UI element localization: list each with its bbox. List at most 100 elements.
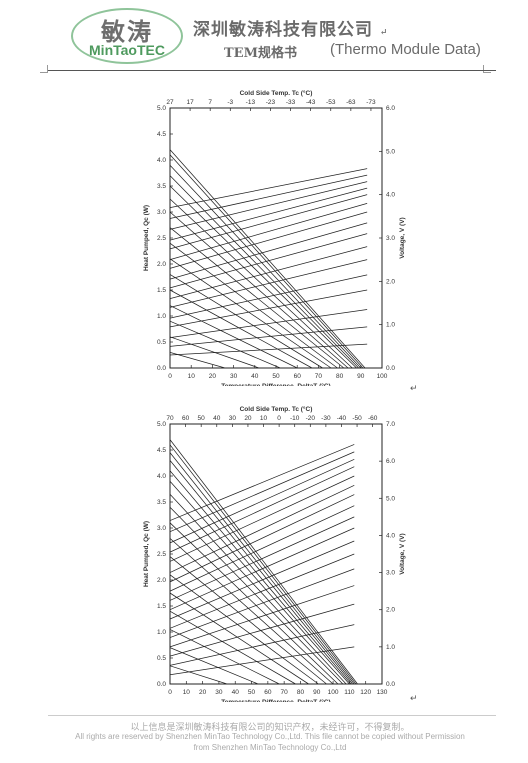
top-tick-label: 50 — [198, 415, 206, 422]
top-tick-label: -43 — [306, 99, 316, 106]
x-tick-label: 60 — [264, 689, 272, 696]
y2-tick-label: 6.0 — [386, 458, 395, 465]
x-tick-label: 90 — [357, 373, 365, 380]
x-axis-title: Temperature Difference, DeltaT (°C) — [221, 382, 330, 386]
qc-curve — [169, 506, 344, 685]
qc-curve — [169, 305, 298, 369]
y2-axis-title: Voltage, V (V) — [399, 217, 406, 258]
y-tick-label: 2.5 — [157, 235, 166, 242]
footer-copyright-cn: 以上信息是深圳敏涛科技有限公司的知识产权，未经许可，不得复制。 — [130, 722, 410, 732]
x-tick-label: 30 — [230, 373, 238, 380]
qc-curve — [169, 610, 296, 685]
top-tick-label: -33 — [286, 99, 296, 106]
x-tick-label: 80 — [336, 373, 344, 380]
qc-curve — [169, 149, 366, 369]
qc-curve — [169, 480, 350, 685]
x-tick-label: 40 — [232, 689, 240, 696]
paragraph-mark: ↵ — [410, 383, 418, 393]
qc-curve — [169, 439, 358, 685]
y2-axis-title: Voltage, V (V) — [399, 533, 406, 574]
x-tick-label: 110 — [344, 689, 355, 696]
voltage-curve — [169, 484, 355, 573]
y-tick-label: 3.5 — [157, 499, 166, 506]
top-tick-label: -23 — [266, 99, 276, 106]
y2-tick-label: 3.0 — [386, 570, 395, 577]
x-tick-label: 60 — [294, 373, 302, 380]
voltage-curve — [169, 246, 368, 300]
company-logo: 敏涛 MinTaoTEC — [71, 8, 183, 64]
performance-chart-2: 0 10 20 30 40 50 60 70 80 90 100 110 120 130 70 60 50 40 3… — [140, 402, 410, 702]
y2-tick-label: 1.0 — [386, 322, 395, 329]
voltage-curve — [169, 451, 355, 533]
top-tick-label: -50 — [352, 415, 362, 422]
voltage-curve — [169, 181, 368, 230]
company-name-text: 深圳敏涛科技有限公司 — [193, 20, 373, 40]
top-tick-label: 10 — [260, 415, 268, 422]
x-tick-label: 20 — [209, 373, 217, 380]
y2-tick-label: 6.0 — [386, 105, 395, 112]
footer-copyright-en-2: from Shenzhen MinTao Technology Co.,Ltd — [193, 743, 347, 752]
y-tick-label: 4.0 — [157, 473, 166, 480]
qc-curve — [169, 574, 319, 685]
qc-curve — [169, 242, 338, 369]
x-tick-label: 10 — [188, 373, 196, 380]
top-tick-label: 30 — [229, 415, 237, 422]
top-axis-title: Cold Side Temp. Tc (°C) — [240, 405, 313, 413]
voltage-curve — [169, 309, 368, 339]
y-tick-label: 1.0 — [157, 629, 166, 636]
top-tick-label: 20 — [244, 415, 252, 422]
x-tick-label: 80 — [297, 689, 305, 696]
document-title: TEM规格书 — [224, 46, 297, 61]
footer-copyright-en: All rights are reserved by Shenzhen MinT… — [75, 732, 465, 741]
voltage-curve — [169, 259, 368, 308]
top-tick-label: 70 — [166, 415, 174, 422]
y-tick-label: 0.5 — [157, 655, 166, 662]
y-tick-label: 4.0 — [157, 157, 166, 164]
y-tick-label: 5.0 — [157, 105, 166, 112]
voltage-curve — [169, 168, 368, 209]
x-tick-label: 10 — [183, 689, 191, 696]
logo-chinese-text: 敏涛 — [101, 17, 153, 46]
top-tick-label: -30 — [321, 415, 331, 422]
y2-tick-label: 3.0 — [386, 235, 395, 242]
y2-tick-label: 4.0 — [386, 192, 395, 199]
qc-curve — [169, 665, 228, 685]
x-tick-label: 50 — [248, 689, 256, 696]
y-tick-label: 4.5 — [157, 447, 166, 454]
voltage-curve — [169, 603, 355, 657]
paragraph-mark: ↵ — [379, 28, 389, 38]
performance-chart-1: 0 10 20 30 40 50 60 70 80 90 100 27 17 7 -3 -13 -23 -33 -4… — [140, 86, 410, 386]
top-axis-title: Cold Side Temp. Tc (°C) — [240, 89, 313, 97]
voltage-curve — [169, 194, 368, 250]
voltage-curve — [169, 211, 368, 269]
voltage-curve — [169, 505, 355, 592]
y-tick-label: 0.0 — [157, 681, 166, 688]
x-tick-label: 70 — [315, 373, 323, 380]
logo-english-text: MinTaoTEC — [89, 42, 165, 58]
x-tick-label: 120 — [360, 689, 371, 696]
top-tick-label: -53 — [326, 99, 336, 106]
qc-curve — [169, 164, 362, 369]
y-tick-label: 2.0 — [157, 577, 166, 584]
y-tick-label: 3.0 — [157, 209, 166, 216]
voltage-curve — [169, 646, 355, 676]
top-tick-label: -63 — [346, 99, 356, 106]
y-tick-label: 5.0 — [157, 421, 166, 428]
voltage-curve — [169, 624, 355, 666]
x-tick-label: 40 — [251, 373, 259, 380]
qc-curve — [169, 289, 313, 369]
top-tick-label: 7 — [208, 99, 212, 106]
qc-curve — [169, 211, 349, 369]
voltage-curve — [169, 516, 355, 601]
voltage-curve — [169, 326, 368, 347]
top-tick-label: -3 — [227, 99, 233, 106]
voltage-curve — [169, 553, 355, 629]
x-tick-label: 90 — [313, 689, 321, 696]
voltage-curve — [169, 174, 368, 219]
qc-curve — [169, 470, 352, 685]
y-axis-title: Heat Pumped, Qc (W) — [143, 205, 150, 271]
x-tick-label: 130 — [377, 689, 388, 696]
company-name: 深圳敏涛科技有限公司 ↵ — [193, 15, 388, 40]
qc-curve — [169, 629, 280, 685]
